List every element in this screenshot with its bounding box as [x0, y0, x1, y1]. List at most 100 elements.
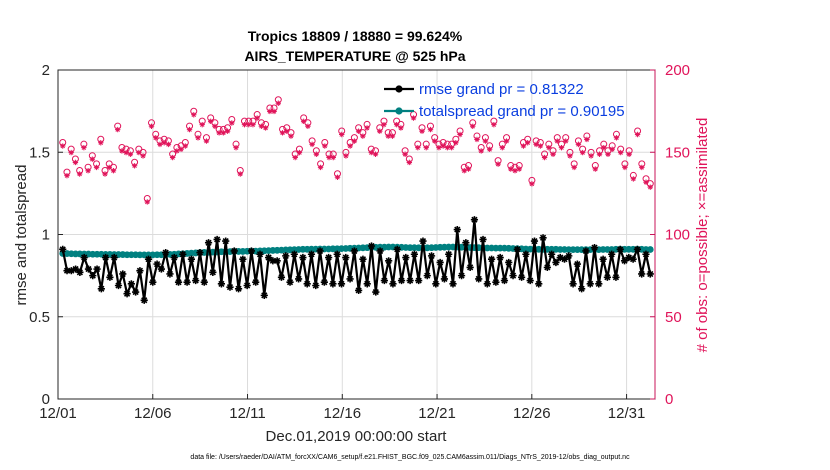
- obs-assimilated-point: [415, 144, 421, 151]
- obs-assimilated-point: [368, 149, 374, 156]
- rmse-point: [187, 255, 195, 263]
- x-tick-label: 12/31: [608, 405, 646, 422]
- rmse-point: [196, 249, 204, 257]
- rmse-point: [573, 260, 581, 268]
- obs-assimilated-point: [127, 151, 134, 157]
- obs-assimilated-point: [212, 123, 218, 129]
- obs-assimilated-point: [89, 156, 96, 162]
- obs-assimilated-point: [123, 149, 129, 156]
- rmse-point: [608, 250, 616, 258]
- rmse-point: [393, 245, 401, 253]
- rmse-point: [539, 234, 547, 242]
- obs-assimilated-point: [554, 138, 560, 144]
- obs-assimilated-point: [423, 144, 429, 151]
- obs-assimilated-point: [381, 121, 387, 128]
- obs-assimilated-point: [131, 163, 138, 169]
- obs-assimilated-point: [72, 159, 79, 166]
- obs-assimilated-point: [482, 138, 489, 144]
- obs-assimilated-point: [271, 108, 277, 115]
- obs-assimilated-point: [60, 143, 66, 149]
- obs-assimilated-point: [398, 125, 404, 131]
- rmse-point: [260, 291, 268, 299]
- rmse-point: [179, 250, 187, 258]
- obs-assimilated-point: [98, 140, 104, 146]
- obs-assimilated-point: [558, 144, 565, 151]
- obs-assimilated-point: [444, 144, 451, 151]
- obs-assimilated-point: [165, 141, 172, 148]
- rmse-point: [312, 281, 320, 290]
- rmse-point: [445, 250, 453, 258]
- obs-assimilated-point: [647, 184, 653, 190]
- obs-assimilated-point: [203, 138, 210, 144]
- obs-assimilated-point: [258, 123, 265, 129]
- obs-assimilated-point: [216, 130, 222, 136]
- rmse-point: [432, 280, 440, 288]
- obs-assimilated-point: [76, 171, 83, 177]
- rmse-point: [518, 273, 526, 281]
- obs-assimilated-point: [402, 151, 408, 157]
- obs-assimilated-point: [220, 130, 227, 136]
- obs-assimilated-point: [267, 108, 273, 115]
- obs-assimilated-point: [148, 123, 155, 129]
- right-axis-ticks: 0 50 100 150 200: [650, 62, 690, 408]
- rmse-point: [320, 278, 328, 286]
- legend-rmse-marker: [395, 85, 403, 93]
- obs-assimilated-point: [448, 144, 455, 151]
- obs-assimilated-point: [474, 136, 480, 143]
- obs-assimilated-point: [377, 128, 383, 134]
- obs-assimilated-point: [317, 164, 324, 171]
- rmse-point: [174, 278, 183, 286]
- rmse-point: [509, 272, 517, 280]
- obs-assimilated-point: [567, 153, 573, 159]
- rmse-point: [586, 280, 594, 288]
- rmse-point: [217, 280, 226, 288]
- rmse-point: [526, 276, 534, 285]
- x-tick-label: 12/11: [229, 405, 265, 422]
- chart-title-line2: AIRS_TEMPERATURE @ 525 hPa: [244, 48, 465, 64]
- obs-assimilated-point: [495, 161, 501, 167]
- obs-assimilated-point: [609, 146, 615, 153]
- obs-assimilated-point: [182, 143, 189, 149]
- rmse-point: [299, 253, 307, 262]
- rmse-point: [410, 250, 418, 258]
- legend-totalspread-marker: [395, 107, 403, 115]
- rmse-point: [638, 270, 646, 278]
- legend-rmse-label: rmse grand pr = 0.81322: [419, 81, 584, 98]
- obs-assimilated-point: [241, 121, 248, 128]
- rmse-point: [487, 255, 496, 263]
- rmse-point: [595, 280, 603, 288]
- rmse-point: [402, 253, 410, 262]
- rmse-point: [316, 247, 324, 255]
- rmse-point: [603, 273, 611, 281]
- x-tick-label: 12/16: [324, 405, 362, 422]
- rmse-point: [162, 249, 170, 257]
- obs-assimilated-point: [579, 149, 586, 156]
- obs-assimilated-point: [639, 164, 645, 171]
- right-tick-label: 150: [665, 144, 690, 161]
- obs-assimilated-point: [427, 126, 434, 133]
- rmse-point: [63, 267, 71, 275]
- obs-assimilated-point: [347, 143, 353, 149]
- left-tick-label: 0.5: [29, 309, 50, 326]
- obs-assimilated-point: [305, 123, 311, 129]
- rmse-point: [500, 276, 509, 285]
- left-tick-label: 1: [42, 227, 50, 244]
- rmse-point: [307, 250, 316, 258]
- obs-assimilated-point: [136, 149, 142, 156]
- obs-assimilated-point: [478, 148, 484, 154]
- rmse-point: [569, 280, 577, 288]
- obs-assimilated-point: [592, 166, 599, 172]
- obs-assimilated-point: [410, 115, 417, 121]
- rmse-point: [136, 267, 144, 275]
- obs-assimilated-point: [626, 151, 632, 157]
- rmse-point: [590, 244, 599, 252]
- obs-assimilated-point: [334, 174, 341, 180]
- rmse-point: [333, 250, 341, 258]
- rmse-point: [192, 276, 200, 285]
- obs-assimilated-point: [524, 140, 531, 146]
- obs-assimilated-point: [326, 154, 332, 161]
- obs-assimilated-point: [360, 133, 366, 139]
- rmse-point: [449, 280, 457, 288]
- obs-assimilated-point: [512, 168, 518, 174]
- obs-assimilated-point: [178, 146, 184, 153]
